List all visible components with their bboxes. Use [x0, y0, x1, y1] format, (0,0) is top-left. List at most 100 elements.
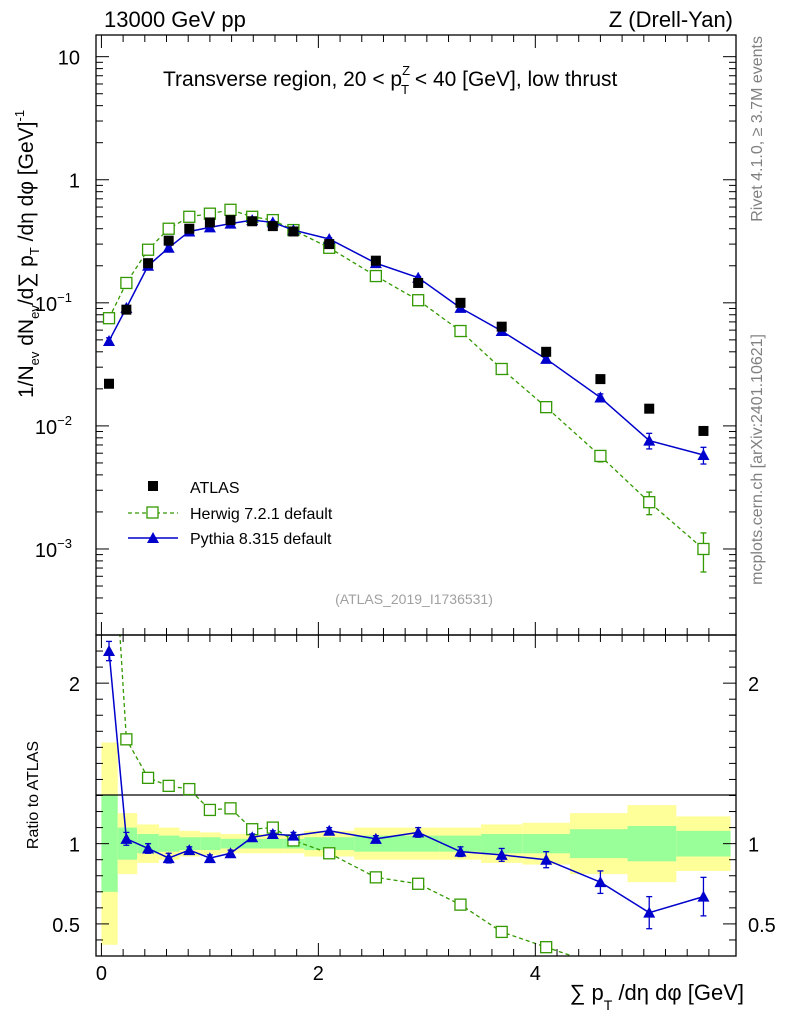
ratio-y-axis-label: Ratio to ATLAS	[25, 741, 42, 849]
ratio-band-inner	[263, 838, 284, 849]
y-label-sub2: ev	[27, 305, 42, 319]
pythia-point	[103, 334, 116, 346]
atlas-point	[267, 221, 278, 232]
main-y-tick-label: 10−1	[35, 290, 72, 316]
ratio-y-tick-label-right: 2	[748, 674, 759, 696]
herwig-ratio-point	[183, 782, 196, 796]
legend-label-pythia: Pythia 8.315 default	[190, 531, 332, 548]
herwig-line	[108, 209, 704, 550]
pythia-ratio-point	[454, 845, 467, 857]
herwig-point	[643, 496, 656, 509]
pythia-ratio-point	[120, 832, 133, 844]
legend-marker-atlas	[148, 481, 158, 491]
atlas-point	[541, 346, 552, 357]
pythia-ratio-point	[183, 844, 196, 856]
legend-marker-pythia	[147, 532, 159, 543]
main-y-tick-mantissa: 1	[69, 171, 80, 193]
y-label-main: 1/N	[15, 365, 38, 398]
ratio-band-inner	[481, 834, 523, 854]
main-y-tick-exponent: −2	[57, 413, 72, 428]
herwig-point	[102, 312, 116, 325]
main-y-tick-exponent: −3	[57, 536, 72, 551]
ratio-y-tick-label-right: 0.5	[748, 915, 776, 937]
pythia-point	[643, 434, 656, 446]
main-y-tick-mantissa: 10	[35, 294, 57, 316]
rivet-version-label: Rivet 4.1.0, ≥ 3.7M events	[749, 36, 766, 222]
y-label-mid2: /d∑ p	[15, 255, 38, 305]
x-axis-label: ∑ pT /dη dφ [GeV]	[570, 980, 744, 1013]
herwig-point	[495, 362, 508, 376]
pythia-ratio-point	[266, 828, 279, 840]
herwig-ratio-point	[323, 847, 336, 860]
herwig-point	[697, 542, 710, 556]
main-y-tick-label: 10	[58, 48, 80, 70]
plot-title-sub: T	[401, 82, 409, 97]
atlas-point	[698, 425, 709, 436]
main-y-tick-mantissa: 10	[35, 417, 57, 439]
plot-title: Transverse region, 20 < pZ T < 40 [GeV], …	[163, 63, 618, 97]
plot-title-prefix: Transverse region, 20 < p	[163, 68, 402, 91]
ratio-band-inner	[200, 837, 221, 851]
herwig-ratio-point	[595, 960, 606, 971]
atlas-point	[288, 226, 299, 237]
legend-label-herwig: Herwig 7.2.1 default	[190, 506, 333, 523]
pythia-line	[108, 219, 704, 456]
x-tick-label: 0	[96, 963, 107, 985]
ratio-band-inner	[627, 825, 677, 862]
main-y-tick-mantissa: 10	[35, 540, 57, 562]
ratio-band-inner	[570, 829, 628, 859]
legend-label-atlas: ATLAS	[190, 480, 240, 497]
herwig-point	[224, 203, 237, 216]
herwig-ratio-point	[141, 771, 155, 784]
x-label-rest: /dη dφ [GeV]	[612, 980, 744, 1005]
pythia-ratio-point	[369, 832, 382, 844]
atlas-point	[121, 304, 132, 315]
ratio-y-tick-label: 2	[69, 674, 80, 696]
ratio-band-inner	[158, 835, 180, 852]
y-label-mid: dN	[15, 319, 38, 352]
main-y-axis-label: 1/Nev dNev/d∑ pT /dη dφ [GeV]-1	[12, 110, 42, 398]
main-y-tick-exponent: −1	[57, 290, 72, 305]
atlas-point	[413, 277, 424, 288]
main-y-tick-mantissa: 10	[58, 48, 80, 70]
ratio-y-tick-label: 1	[69, 835, 80, 857]
herwig-ratio-point	[224, 802, 237, 815]
atlas-point	[370, 255, 381, 266]
herwig-ratio-point	[104, 453, 115, 464]
x-tick-label: 2	[313, 963, 324, 985]
atlas-point	[595, 374, 606, 385]
herwig-point	[183, 210, 196, 223]
pythia-ratio-point	[162, 852, 175, 864]
pythia-ratio-point	[412, 826, 425, 838]
ratio-band-inner	[179, 837, 201, 851]
herwig-point	[369, 269, 383, 283]
main-y-tick-label: 10−2	[35, 413, 72, 439]
ratio-band-inner	[220, 838, 242, 849]
analysis-reference: (ATLAS_2019_I1736531)	[335, 591, 493, 607]
source-label: mcplots.cern.ch [arXiv:2401.10621]	[749, 334, 766, 585]
pythia-ratio-point	[103, 645, 116, 657]
legend: ATLAS Herwig 7.2.1 default Pythia 8.315 …	[128, 480, 333, 548]
process-label: Z (Drell-Yan)	[609, 7, 733, 32]
main-plot-series	[102, 203, 710, 573]
atlas-point	[496, 321, 507, 332]
pythia-ratio-point	[142, 842, 155, 854]
herwig-ratio-point	[162, 779, 175, 793]
pythia-ratio-point	[246, 831, 259, 843]
herwig-point	[141, 243, 155, 256]
herwig-ratio-point	[495, 925, 508, 939]
pythia-point	[540, 352, 553, 364]
herwig-point	[454, 324, 467, 338]
atlas-point	[455, 297, 466, 308]
legend-marker-herwig	[146, 506, 159, 519]
collision-energy-label: 13000 GeV pp	[104, 7, 246, 32]
ratio-band-inner	[676, 830, 731, 857]
main-y-tick-label: 10−3	[35, 536, 72, 562]
plot-title-sup: Z	[402, 63, 410, 78]
herwig-ratio-point	[412, 877, 425, 890]
pythia-point	[162, 241, 175, 253]
x-tick-label: 4	[530, 963, 541, 985]
pythia-ratio-point	[323, 824, 336, 836]
